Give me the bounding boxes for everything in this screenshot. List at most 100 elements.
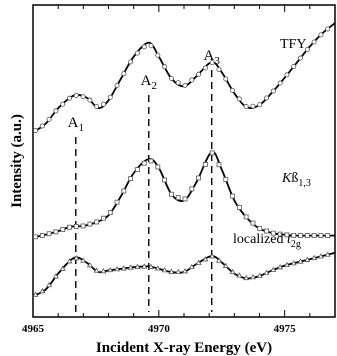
data-point	[230, 87, 236, 93]
data-point	[270, 88, 276, 94]
data-point	[94, 219, 100, 225]
data-point	[114, 266, 121, 272]
data-point	[33, 234, 38, 240]
data-point	[202, 256, 209, 262]
data-point	[100, 267, 107, 274]
data-point	[121, 71, 127, 77]
peak-label-3: A3	[204, 48, 221, 67]
data-point	[101, 215, 106, 221]
data-point	[304, 47, 310, 53]
data-point	[87, 221, 93, 227]
data-point	[223, 177, 229, 182]
data-point	[216, 162, 222, 168]
data-point	[141, 263, 148, 269]
peak-annotations: A1 A2 A3	[68, 48, 221, 134]
data-point	[250, 220, 256, 226]
data-point	[290, 260, 297, 266]
data-point	[73, 255, 80, 261]
data-point	[107, 266, 114, 273]
data-point	[243, 103, 249, 109]
data-point	[53, 108, 59, 114]
data-point	[46, 231, 52, 237]
data-point	[250, 103, 256, 109]
data-point	[107, 94, 113, 100]
peak-label-1: A1	[68, 115, 84, 134]
data-point	[86, 261, 93, 268]
x-axis-title: Incident X-ray Energy (eV)	[96, 340, 272, 356]
data-point	[66, 95, 72, 101]
data-point	[325, 233, 331, 239]
series-label-2: Kß1,3	[281, 171, 311, 189]
data-point	[229, 268, 236, 275]
data-point	[277, 80, 283, 86]
data-point	[243, 274, 250, 281]
data-point	[162, 177, 168, 183]
data-point	[60, 101, 66, 107]
x-axis-ticks	[32, 5, 336, 317]
data-point	[182, 268, 188, 274]
data-point	[93, 267, 100, 273]
data-point	[270, 266, 277, 272]
data-point	[223, 76, 229, 82]
series-1	[32, 22, 336, 134]
data-point	[141, 160, 147, 166]
data-point	[202, 65, 208, 71]
series-labels: TFY Kß1,3 localized t2g	[233, 37, 311, 250]
series-label-1: TFY	[280, 37, 306, 52]
data-point	[189, 186, 195, 192]
data-point	[94, 103, 100, 109]
data-point	[141, 44, 147, 50]
data-point	[284, 232, 290, 238]
data-point	[209, 60, 215, 66]
data-point	[311, 233, 317, 239]
data-point	[100, 101, 106, 107]
data-point	[236, 205, 242, 210]
data-point	[80, 223, 86, 229]
data-point	[256, 272, 263, 278]
data-point	[148, 43, 154, 49]
data-point	[39, 123, 45, 129]
data-point	[155, 52, 161, 58]
data-point	[154, 265, 161, 271]
data-point	[318, 32, 324, 38]
data-point	[283, 261, 290, 268]
x-axis-tick-labels: 4965 4970 4975	[22, 323, 296, 335]
data-point	[182, 196, 188, 202]
data-point	[33, 128, 39, 134]
series-3	[32, 251, 336, 297]
data-point	[134, 263, 141, 269]
data-point	[161, 267, 168, 273]
data-point	[209, 150, 215, 156]
data-point	[189, 77, 195, 83]
data-point	[46, 116, 52, 122]
data-point	[39, 288, 46, 294]
data-point	[195, 259, 202, 265]
data-point	[134, 50, 140, 56]
data-point	[114, 199, 120, 205]
data-point	[67, 224, 72, 230]
data-point	[277, 264, 284, 270]
data-point	[162, 64, 168, 70]
data-point	[175, 195, 181, 200]
data-point	[121, 188, 127, 194]
y-axis-title: Intensity (a.u.)	[9, 114, 25, 208]
data-point	[53, 229, 59, 235]
data-point	[120, 265, 127, 271]
data-point	[236, 96, 242, 102]
data-point	[264, 228, 269, 234]
data-point	[188, 263, 195, 270]
data-point	[182, 82, 188, 88]
x-tick-label: 4975	[274, 323, 297, 335]
series-label-3: localized t2g	[233, 232, 301, 250]
data-point	[52, 273, 59, 279]
data-point	[39, 233, 45, 238]
data-point	[324, 251, 331, 257]
data-point	[291, 232, 297, 238]
data-point	[87, 97, 93, 103]
data-point	[73, 92, 79, 98]
data-point	[257, 102, 263, 108]
data-point	[114, 82, 120, 88]
data-point	[284, 72, 290, 78]
data-point	[127, 264, 134, 270]
